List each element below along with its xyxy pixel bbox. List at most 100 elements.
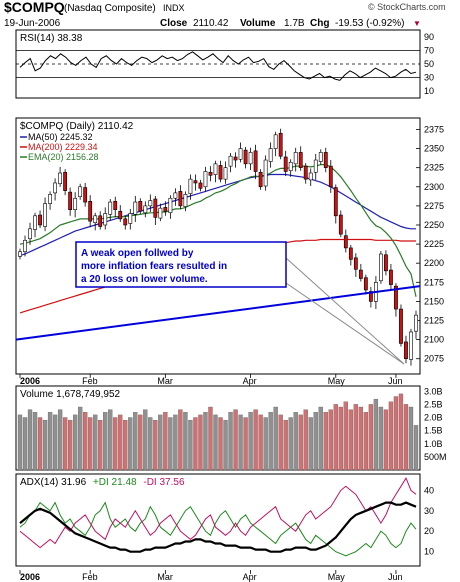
adx-tick-30: 30 — [424, 506, 434, 516]
candle-body — [53, 182, 57, 194]
volume-bar — [143, 409, 148, 471]
candle-body — [318, 152, 323, 162]
candle-body — [238, 148, 243, 160]
volume-bar — [52, 414, 58, 471]
volume-bar — [243, 417, 248, 471]
candle-body — [58, 172, 63, 185]
candle-body — [18, 251, 22, 257]
volume-bar — [298, 414, 303, 471]
candle-body — [243, 149, 248, 165]
rsi-tick-50: 50 — [424, 59, 434, 69]
candle-body — [83, 187, 88, 203]
volume-bar — [67, 419, 73, 471]
volume-bar — [383, 409, 389, 471]
volume-bar — [218, 417, 223, 471]
volume-panel-label: Volume 1,678,749,952 — [20, 389, 121, 400]
callout-box — [75, 241, 287, 288]
candle-body — [188, 178, 193, 194]
candle-body — [183, 194, 188, 207]
volume-bar — [363, 412, 369, 471]
candle-body — [118, 210, 123, 220]
candle-body — [88, 200, 93, 222]
candle-body — [399, 308, 403, 344]
date-label-Feb: Feb — [82, 572, 98, 582]
adx-label-adx: ADX(14) 31.96 — [20, 477, 87, 488]
date-label-Jun: Jun — [388, 376, 403, 386]
price-tick-2125: 2125 — [424, 316, 444, 326]
trendline — [15, 285, 421, 341]
volume-bar — [158, 414, 163, 471]
price-tick-2325: 2325 — [424, 163, 444, 173]
price-tick-2175: 2175 — [424, 277, 444, 287]
chart-watermark: © StockCharts.com — [368, 2, 446, 12]
volume-bar — [268, 412, 273, 471]
volume-bar — [113, 417, 118, 471]
adx-panel — [15, 473, 421, 567]
volume-bar — [57, 409, 63, 471]
rsi-tick-30: 30 — [424, 73, 434, 83]
candle-body — [358, 269, 363, 279]
volume-bar — [293, 412, 298, 471]
candle-body — [48, 194, 52, 204]
date-label-2006: 2006 — [20, 376, 40, 386]
volume-bar — [183, 412, 188, 471]
candle-body — [103, 213, 108, 226]
candle-body — [368, 291, 373, 302]
candle-body — [328, 165, 333, 188]
rsi-tick-70: 70 — [424, 45, 434, 55]
volume-tick-3.0B: 3.0B — [424, 386, 443, 396]
volume-bar — [278, 414, 283, 471]
rsi-line — [19, 51, 417, 81]
candle-body — [23, 239, 27, 253]
candle-body — [278, 132, 283, 157]
volume-bar — [138, 414, 143, 471]
volume-bar — [393, 396, 399, 471]
volume-bar — [373, 398, 379, 471]
candle-body — [363, 277, 368, 291]
volume-bar — [338, 406, 343, 471]
candle-body — [108, 201, 113, 215]
candle-body — [308, 172, 313, 181]
candle-body — [123, 218, 128, 226]
callout-text: A weak open follwed by more inflation fe… — [81, 248, 230, 285]
adx-tick-10: 10 — [424, 547, 434, 557]
volume-bar — [233, 409, 238, 471]
volume-bar — [348, 409, 353, 471]
rsi-tick-90: 90 — [424, 32, 434, 42]
volume-bar — [103, 412, 108, 471]
volume-bar — [263, 417, 268, 471]
candle-body — [173, 192, 178, 199]
volume-tick-2.0B: 2.0B — [424, 413, 443, 423]
price-tick-2275: 2275 — [424, 201, 444, 211]
candle-body — [213, 163, 218, 175]
adx-label-pdi: +DI 21.48 — [93, 477, 137, 488]
candle-body — [128, 213, 133, 224]
candle-body — [384, 254, 388, 272]
candle-body — [414, 314, 418, 332]
volume-bar — [83, 412, 88, 471]
volume-bar — [178, 409, 183, 471]
candle-body — [298, 152, 303, 168]
chart-exchange: INDX — [163, 3, 185, 13]
volume-bar — [213, 414, 218, 471]
candle-body — [389, 269, 393, 285]
candle-body — [178, 191, 183, 207]
volume-bar — [343, 401, 348, 471]
volume-bar — [333, 404, 338, 471]
date-label-May: May — [328, 376, 346, 386]
date-label-Apr: Apr — [243, 572, 257, 582]
volume-bar — [188, 419, 193, 471]
volume-bar — [163, 412, 168, 471]
volume-bar — [238, 414, 243, 471]
candle-body — [43, 203, 47, 227]
price-tick-2075: 2075 — [424, 354, 444, 364]
candle-body — [353, 257, 358, 270]
candle-body — [303, 165, 308, 180]
price-tick-2100: 2100 — [424, 335, 444, 345]
ma50-line — [19, 173, 416, 257]
candle-body — [333, 187, 338, 217]
volume-bar — [32, 412, 38, 471]
chg-down-arrow-icon: ▼ — [413, 19, 421, 28]
close-label: Close — [160, 18, 188, 29]
candle-body — [208, 171, 213, 176]
